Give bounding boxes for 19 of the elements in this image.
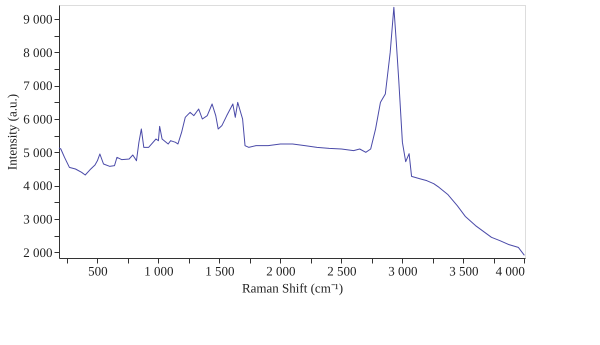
x-tick-label: 500: [88, 264, 108, 278]
y-tick-label: 9 000: [23, 12, 52, 26]
y-tick-label: 3 000: [23, 212, 52, 226]
line-series: [58, 6, 525, 256]
x-tick-label: 3 500: [449, 264, 479, 278]
y-tick-label: 6 000: [23, 112, 52, 126]
x-tick-label: 2 500: [327, 264, 357, 278]
y-axis-title: Intensity (a.u.): [4, 94, 20, 170]
x-tick-label: 1 000: [144, 264, 174, 278]
y-tick-label: 8 000: [23, 44, 52, 60]
x-tick-label: 1 500: [205, 264, 235, 278]
y-tick-label: 7 000: [23, 78, 52, 94]
x-tick-label: 4 000: [496, 264, 525, 278]
x-tick-label: 3 000: [388, 264, 418, 278]
x-tick-label: 2 000: [266, 264, 296, 278]
y-tick-label: 4 000: [23, 178, 52, 194]
y-tick-label: 5 000: [23, 144, 52, 160]
x-axis-title: Raman Shift (cm⁻¹): [242, 280, 344, 296]
y-tick-label: 2 000: [23, 244, 52, 260]
